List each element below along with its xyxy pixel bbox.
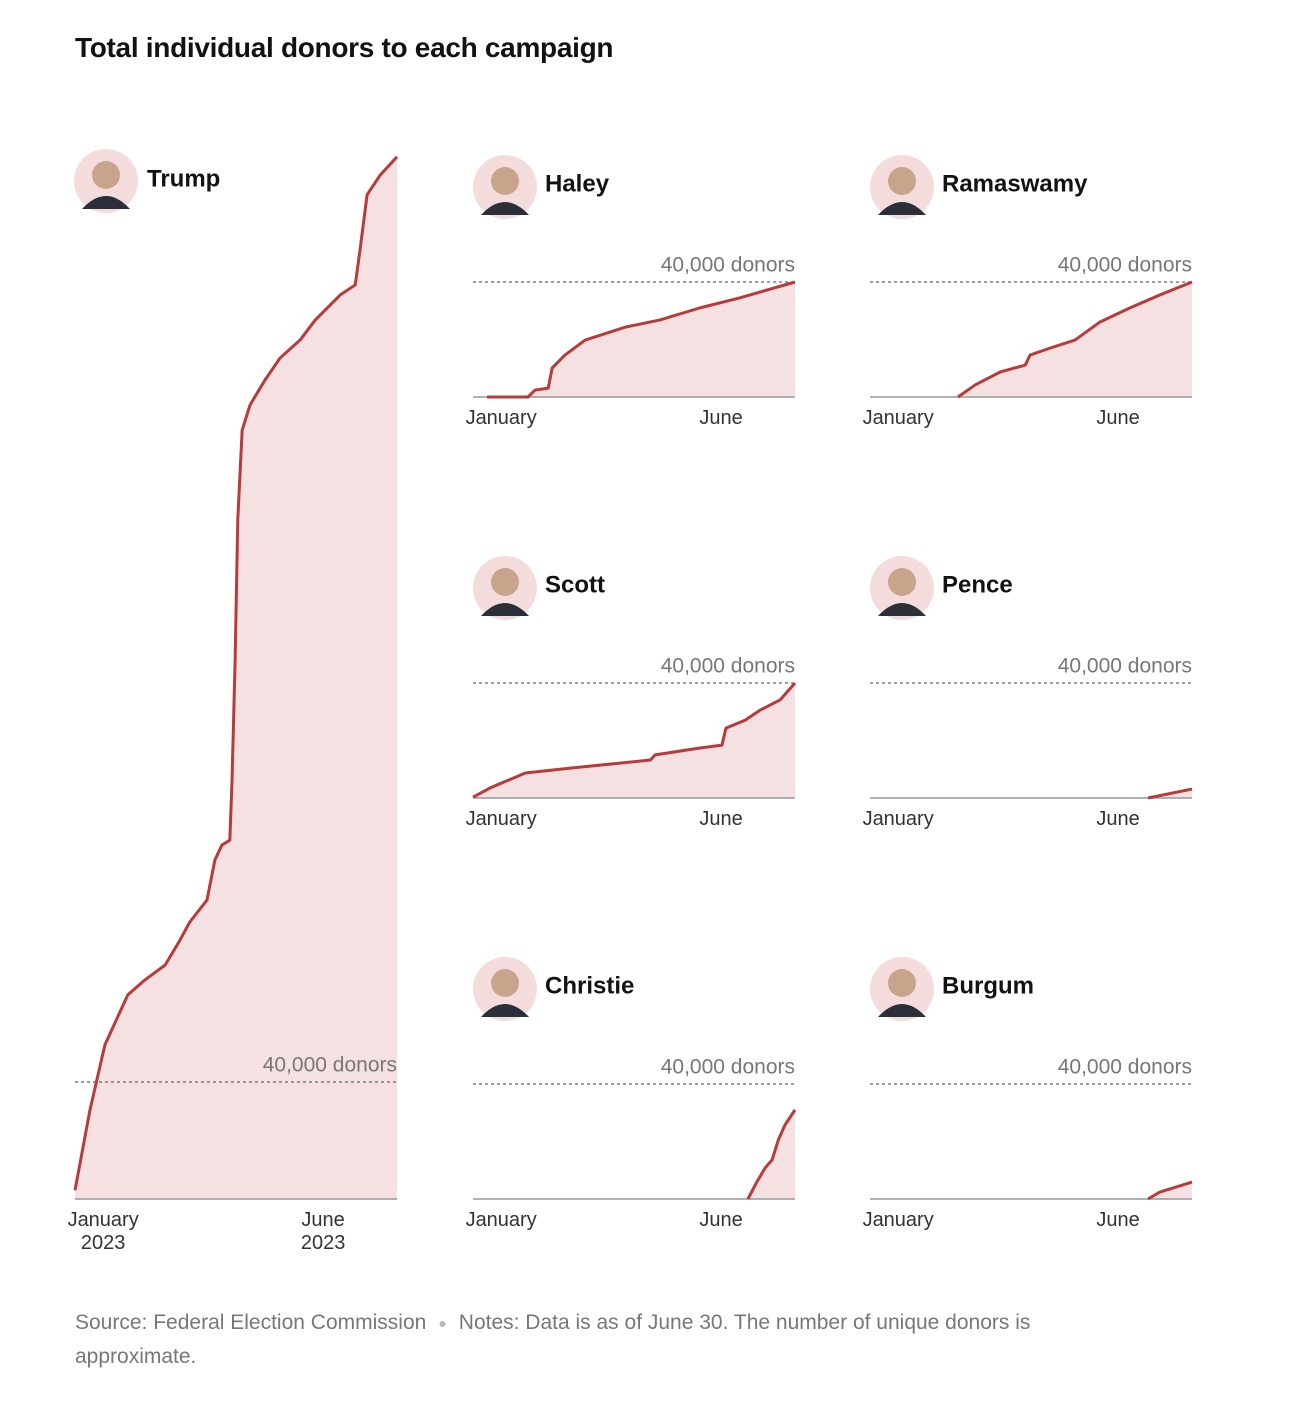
source: Source: Federal Election Commission xyxy=(75,1311,427,1334)
line xyxy=(73,155,399,1191)
x-tick-label: January xyxy=(465,1209,537,1231)
x-tick-label: January xyxy=(862,407,934,429)
x-tick-label: June xyxy=(699,407,743,429)
chart-title: Burgum xyxy=(942,972,1034,999)
avatar-body xyxy=(82,196,130,209)
line xyxy=(487,280,796,399)
x-tick-label: January 2023 xyxy=(67,1209,139,1254)
x-tick-label: June xyxy=(699,808,743,830)
x-tick-label: January xyxy=(862,808,934,830)
area xyxy=(487,282,795,397)
x-tick-label: June xyxy=(1096,808,1140,830)
avatar-body xyxy=(481,1004,529,1017)
x-tick-label: June 2023 xyxy=(300,1209,346,1254)
line xyxy=(1147,1180,1193,1201)
x-tick-label: June xyxy=(1096,1209,1140,1231)
chart-title: Ramaswamy xyxy=(942,170,1088,197)
x-tick-label: January xyxy=(465,407,537,429)
avatar-head xyxy=(491,167,519,195)
avatar-head xyxy=(491,969,519,997)
x-tick-label: June xyxy=(699,1209,743,1231)
notes: Notes: Data is as of June 30. The number… xyxy=(75,1311,1031,1369)
y-tick-label: 40,000 donors xyxy=(1058,254,1192,277)
y-tick-label: 40,000 donors xyxy=(1058,655,1192,678)
line xyxy=(472,682,797,799)
avatar-head xyxy=(491,568,519,596)
avatar-body xyxy=(878,1004,926,1017)
footer: Source: Federal Election Commission ● Note… xyxy=(75,1306,1155,1374)
line xyxy=(746,1109,797,1200)
avatar-body xyxy=(878,202,926,215)
y-tick-label: 40,000 donors xyxy=(1058,1056,1192,1079)
chart-title: Scott xyxy=(545,571,605,598)
area xyxy=(473,683,795,798)
y-tick-label: 40,000 donors xyxy=(661,1056,795,1079)
avatar-body xyxy=(878,603,926,616)
line xyxy=(1147,787,1193,800)
avatar-head xyxy=(888,568,916,596)
avatar-head xyxy=(888,167,916,195)
line xyxy=(957,280,1193,399)
y-tick-label: 40,000 donors xyxy=(263,1054,397,1077)
chart-title: Trump xyxy=(147,165,220,192)
y-tick-label: 40,000 donors xyxy=(661,655,795,678)
avatar-body xyxy=(481,202,529,215)
x-tick-label: June xyxy=(1096,407,1140,429)
chart-title: Haley xyxy=(545,170,610,197)
y-tick-label: 40,000 donors xyxy=(661,254,795,277)
chart-title: Christie xyxy=(545,972,634,999)
avatar-head xyxy=(92,161,120,189)
x-tick-label: January xyxy=(465,808,537,830)
avatar-head xyxy=(888,969,916,997)
title: Total individual donors to each campaign xyxy=(75,32,614,63)
chart-title: Pence xyxy=(942,571,1013,598)
avatar-body xyxy=(481,603,529,616)
separator: ● xyxy=(438,1315,447,1332)
x-tick-label: January xyxy=(862,1209,934,1231)
